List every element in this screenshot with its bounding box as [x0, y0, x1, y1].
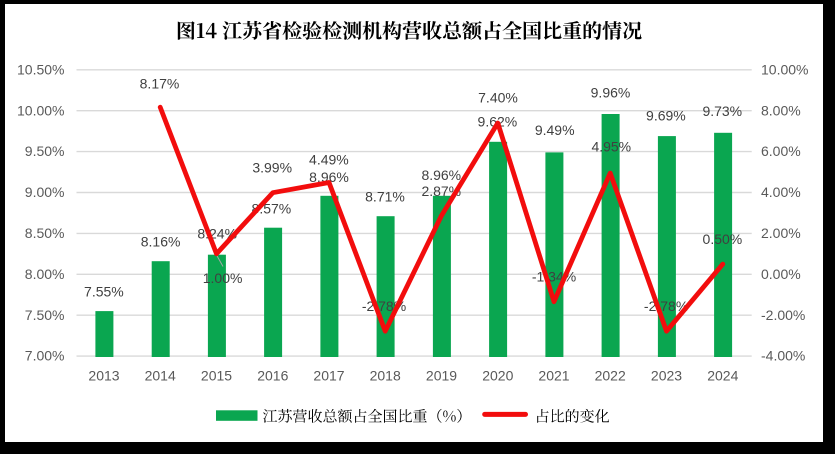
svg-text:2020: 2020: [482, 368, 513, 384]
svg-text:4.95%: 4.95%: [591, 138, 631, 154]
svg-text:-4.00%: -4.00%: [761, 348, 805, 364]
svg-text:8.96%: 8.96%: [421, 167, 461, 183]
svg-text:9.69%: 9.69%: [646, 108, 686, 124]
svg-text:7.40%: 7.40%: [478, 90, 518, 106]
svg-text:10.00%: 10.00%: [761, 61, 808, 77]
svg-text:2019: 2019: [426, 368, 457, 384]
svg-text:4.00%: 4.00%: [761, 184, 801, 200]
svg-text:2021: 2021: [538, 368, 569, 384]
svg-text:7.00%: 7.00%: [25, 348, 65, 364]
svg-text:2022: 2022: [595, 368, 626, 384]
svg-text:8.00%: 8.00%: [761, 102, 801, 118]
svg-text:2013: 2013: [88, 368, 119, 384]
svg-text:9.00%: 9.00%: [25, 184, 65, 200]
svg-text:9.73%: 9.73%: [702, 103, 742, 119]
svg-text:8.16%: 8.16%: [141, 233, 181, 249]
svg-text:8.17%: 8.17%: [140, 75, 180, 91]
svg-text:10.50%: 10.50%: [17, 61, 64, 77]
svg-text:8.50%: 8.50%: [25, 225, 65, 241]
svg-text:9.49%: 9.49%: [535, 122, 575, 138]
svg-text:7.50%: 7.50%: [25, 307, 65, 323]
svg-text:7.55%: 7.55%: [84, 283, 124, 299]
svg-text:2016: 2016: [257, 368, 288, 384]
svg-text:8.96%: 8.96%: [309, 169, 349, 185]
svg-text:0.50%: 0.50%: [703, 231, 743, 247]
svg-text:1.00%: 1.00%: [203, 270, 243, 286]
svg-text:8.00%: 8.00%: [25, 266, 65, 282]
svg-text:2015: 2015: [201, 368, 232, 384]
svg-text:2023: 2023: [651, 368, 682, 384]
svg-text:8.71%: 8.71%: [365, 188, 405, 204]
svg-text:2014: 2014: [145, 368, 176, 384]
svg-text:4.49%: 4.49%: [309, 152, 349, 168]
svg-text:9.50%: 9.50%: [25, 143, 65, 159]
svg-text:3.99%: 3.99%: [252, 160, 292, 176]
svg-text:6.00%: 6.00%: [761, 143, 801, 159]
svg-text:9.96%: 9.96%: [591, 85, 631, 101]
svg-text:10.00%: 10.00%: [17, 102, 64, 118]
svg-text:2017: 2017: [313, 368, 344, 384]
svg-text:2018: 2018: [370, 368, 401, 384]
svg-text:2.00%: 2.00%: [761, 225, 801, 241]
svg-text:2024: 2024: [707, 368, 738, 384]
svg-text:-2.00%: -2.00%: [761, 307, 805, 323]
svg-text:0.00%: 0.00%: [761, 266, 801, 282]
